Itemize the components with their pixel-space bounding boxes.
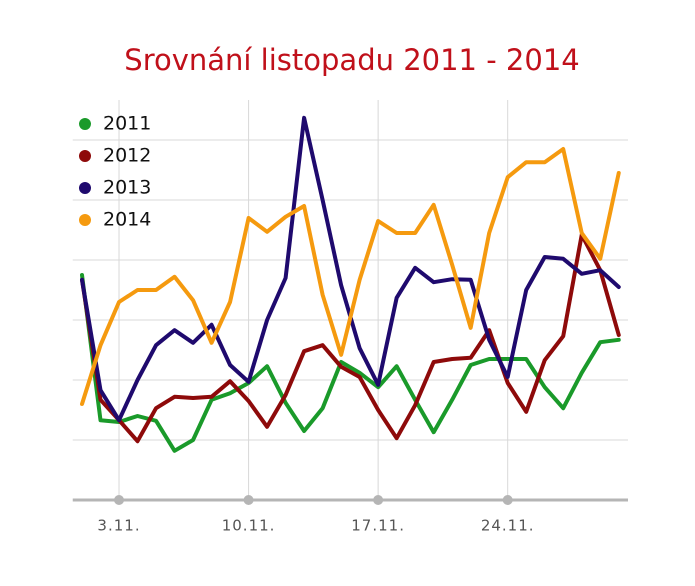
legend-label: 2014: [103, 209, 151, 231]
chart-title: Srovnání listopadu 2011 - 2014: [124, 43, 579, 77]
x-tick-label: 24.11.: [481, 517, 535, 535]
x-tick-label: 17.11.: [351, 517, 405, 535]
x-tick-label: 10.11.: [222, 517, 276, 535]
legend-marker: [79, 214, 91, 226]
line-series: [80, 147, 621, 406]
tick-mark: [243, 495, 254, 505]
tick-mark: [373, 495, 384, 505]
line-series: [80, 273, 621, 453]
legend-label: 2013: [103, 177, 151, 199]
tick-mark: [502, 495, 513, 505]
legend-marker: [79, 150, 91, 162]
tick-mark: [114, 495, 125, 505]
legend-label: 2011: [103, 113, 151, 135]
legend-marker: [79, 182, 91, 194]
legend-label: 2012: [103, 145, 151, 167]
line-series: [80, 232, 621, 444]
x-tick-label: 3.11.: [97, 517, 140, 535]
legend-marker: [79, 118, 91, 130]
